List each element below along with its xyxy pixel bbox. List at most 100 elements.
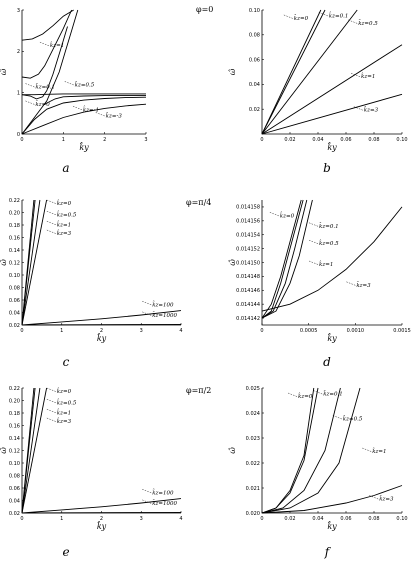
- panels-group: 0 1 2 3 0 1 2 3 k̂z=1 k̂z=0.1 k̂z=0.5 k̂z=0 k̂z=-1 k̂…: [0, 8, 411, 559]
- panel-c-ytick-label: 0.08: [9, 285, 20, 291]
- panel-c-ytick-label: 0.22: [9, 198, 20, 204]
- panel-a-annotation-leader: [25, 83, 35, 88]
- panel-b-series-line: [261, 44, 403, 135]
- panel-b-annotation: k̂z=3: [363, 106, 378, 113]
- panel-b-ytick-label: 0.10: [249, 8, 260, 14]
- panel-a-series-line: [21, 9, 79, 135]
- panel-c-annotation: k̂z=0.5: [56, 211, 76, 218]
- panel-f-annotation-leader: [287, 392, 298, 397]
- panel-d-annotation-leader: [346, 281, 356, 286]
- panel-a-xtick-label: 2: [103, 137, 106, 143]
- panel-d-ytick-label: 0.014152: [236, 246, 260, 252]
- panel-f-series-line: [261, 387, 319, 514]
- panel-e-letter: e: [62, 545, 69, 559]
- panel-b-xtick-label: 0.06: [340, 137, 351, 143]
- panel-c-ytick-label: 0.16: [9, 235, 20, 241]
- panel-e-ytick-label: 0.02: [9, 511, 20, 517]
- panel-a-annotation-leader: [39, 41, 49, 46]
- panel-c-annotation-leader: [142, 301, 152, 305]
- panel-c-annotation: k̂z=100: [152, 301, 174, 308]
- panel-c-xlabel: k̂y: [97, 332, 107, 343]
- panel-e-annotation: k̂z=100: [152, 489, 174, 496]
- panel-b-xtick-label: 0.10: [396, 137, 407, 143]
- panel-b-axes: [261, 10, 402, 135]
- panel-a-series-line: [21, 9, 73, 79]
- panel-e-ytick-label: 0.08: [9, 473, 20, 479]
- panel-a-ylabel: ω̂: [0, 68, 8, 75]
- panel-d-ytick-label: 0.014156: [236, 219, 260, 225]
- panel-f-ytick-label: 0.022: [246, 461, 260, 467]
- panel-b-letter: b: [323, 161, 331, 175]
- panel-f-annotation: k̂z=3: [379, 495, 394, 502]
- panel-c-annotation-leader: [46, 211, 56, 215]
- panel-f-xtick-label: 0.06: [340, 516, 351, 522]
- panel-b-annotation: k̂z=0.1: [328, 12, 348, 19]
- panel-c-letter: c: [63, 355, 70, 369]
- phi-label-pi4: φ=π/4: [186, 198, 211, 207]
- panel-e-ytick-label: 0.14: [9, 436, 20, 442]
- panel-e-series-line: [21, 387, 41, 514]
- panel-c-annotation-leader: [46, 221, 56, 225]
- panel-e-ylabel: ω̂: [0, 447, 8, 454]
- panel-e-series-line: [21, 387, 36, 514]
- panel-c-xtick-label: 4: [179, 328, 182, 334]
- panel-a-xtick-label: 0: [20, 137, 23, 143]
- panel-d-xtick-label: 0.0015: [393, 328, 411, 334]
- panel-d-xlabel: k̂y: [327, 332, 337, 343]
- panel-d-xtick-label: 0.0005: [300, 328, 318, 334]
- panel-f-xtick-label: 0: [260, 516, 263, 522]
- panel-c-series-line: [21, 199, 48, 326]
- panel-f-annotation-leader: [332, 415, 342, 420]
- panel-e-ytick-label: 0.16: [9, 423, 20, 429]
- panel-a-series-line: [21, 9, 74, 41]
- panel-c: 0 1 2 3 4 0.02 0.04 0.06 0.08 0.10 0.12 0.14 0.16 0.1…: [0, 198, 183, 369]
- panel-c-ytick-label: 0.12: [9, 260, 20, 266]
- panel-b-xlabel: k̂y: [327, 141, 337, 152]
- panel-f-series-line: [261, 387, 341, 514]
- panel-e-series-line: [21, 387, 48, 514]
- panel-c-ytick-label: 0.04: [9, 310, 20, 316]
- panel-d-series-line: [261, 199, 308, 319]
- panel-f-ytick-label: 0.023: [246, 436, 260, 442]
- panel-a-series-line: [21, 96, 147, 135]
- panel-b-annotation-leader: [353, 106, 363, 111]
- panel-f-series-line: [261, 485, 403, 514]
- panel-c-xtick-label: 3: [140, 328, 143, 334]
- panel-e-annotation: k̂z=0: [56, 388, 71, 395]
- panel-a-annotation: k̂z=1: [50, 42, 65, 49]
- panel-a-ytick-label: 3: [17, 8, 20, 14]
- panel-d-annotation: k̂z=1: [319, 261, 334, 268]
- panel-e: 0 1 2 3 4 0.02 0.04 0.06 0.08 0.10 0.12 0.14 0.16 0.1…: [0, 386, 183, 559]
- panel-f-ytick-label: 0.021: [246, 486, 260, 492]
- panel-d-series-line: [261, 206, 403, 312]
- panel-e-xtick-label: 1: [60, 516, 63, 522]
- panel-c-ylabel: ω̂: [0, 259, 8, 266]
- panel-e-xtick-label: 2: [100, 516, 103, 522]
- panel-c-xtick-label: 1: [60, 328, 63, 334]
- panel-f-annotation: k̂z=0.5: [342, 415, 362, 422]
- panel-e-annotation-leader: [46, 409, 56, 413]
- panel-f-letter: f: [324, 545, 332, 559]
- panel-f-ylabel: ω̂: [228, 447, 237, 454]
- panel-f-annotation: k̂z=0: [298, 393, 313, 400]
- panel-e-annotation: k̂z=0.5: [56, 399, 76, 406]
- panel-e-series-line: [21, 498, 182, 514]
- panel-e-ytick-label: 0.22: [9, 386, 20, 392]
- panel-c-series-line: [21, 323, 182, 326]
- panel-a-xtick-label: 3: [144, 137, 147, 143]
- panel-b-ytick-label: 0.02: [249, 107, 260, 113]
- panel-b-xtick-label: 0.02: [284, 137, 295, 143]
- panel-a-xtick-label: 1: [62, 137, 65, 143]
- panel-f-series-line: [261, 387, 361, 514]
- panel-d-annotation: k̂z=0.5: [319, 240, 339, 247]
- panel-c-series-line: [21, 199, 41, 326]
- panel-d-series-line: [261, 199, 304, 319]
- panel-d-letter: d: [323, 355, 331, 369]
- panel-c-annotation-leader: [46, 229, 56, 234]
- panel-b-ytick-label: 0.04: [249, 82, 260, 88]
- panel-a-annotation-leader: [64, 81, 74, 86]
- panel-a-annotation: k̂z=0: [35, 101, 50, 108]
- panel-d-annotation-leader: [308, 239, 319, 244]
- panel-a-series-line: [42, 95, 146, 106]
